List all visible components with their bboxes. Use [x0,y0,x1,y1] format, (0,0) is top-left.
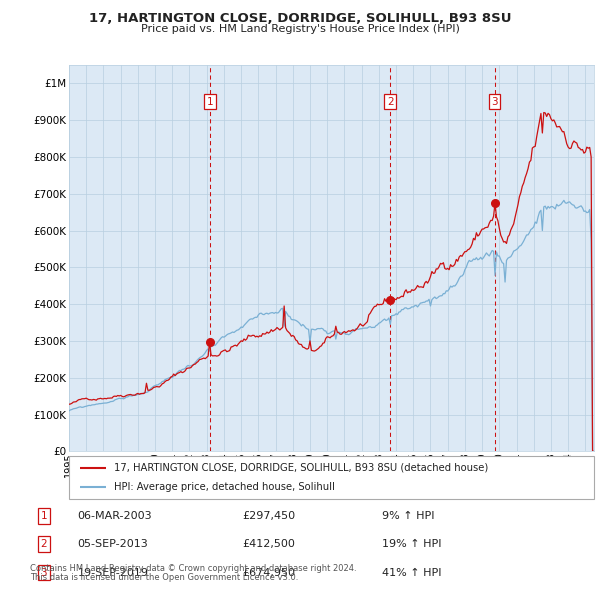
Text: 17, HARTINGTON CLOSE, DORRIDGE, SOLIHULL, B93 8SU (detached house): 17, HARTINGTON CLOSE, DORRIDGE, SOLIHULL… [113,463,488,473]
Text: 06-MAR-2003: 06-MAR-2003 [77,511,152,521]
Text: This data is licensed under the Open Government Licence v3.0.: This data is licensed under the Open Gov… [30,573,298,582]
Text: 1: 1 [206,97,213,107]
Text: 05-SEP-2013: 05-SEP-2013 [77,539,148,549]
Text: 19% ↑ HPI: 19% ↑ HPI [382,539,441,549]
Text: 2: 2 [387,97,394,107]
Text: 3: 3 [41,568,47,578]
Text: £674,950: £674,950 [242,568,295,578]
Text: 9% ↑ HPI: 9% ↑ HPI [382,511,434,521]
FancyBboxPatch shape [69,456,594,499]
Text: 2: 2 [41,539,47,549]
Text: Price paid vs. HM Land Registry's House Price Index (HPI): Price paid vs. HM Land Registry's House … [140,25,460,34]
Text: 41% ↑ HPI: 41% ↑ HPI [382,568,441,578]
Text: HPI: Average price, detached house, Solihull: HPI: Average price, detached house, Soli… [113,482,335,492]
Text: £412,500: £412,500 [242,539,295,549]
Text: Contains HM Land Registry data © Crown copyright and database right 2024.: Contains HM Land Registry data © Crown c… [30,565,356,573]
Text: 1: 1 [41,511,47,521]
Text: 19-SEP-2019: 19-SEP-2019 [77,568,148,578]
Text: 17, HARTINGTON CLOSE, DORRIDGE, SOLIHULL, B93 8SU: 17, HARTINGTON CLOSE, DORRIDGE, SOLIHULL… [89,12,511,25]
Text: £297,450: £297,450 [242,511,295,521]
Text: 3: 3 [491,97,498,107]
